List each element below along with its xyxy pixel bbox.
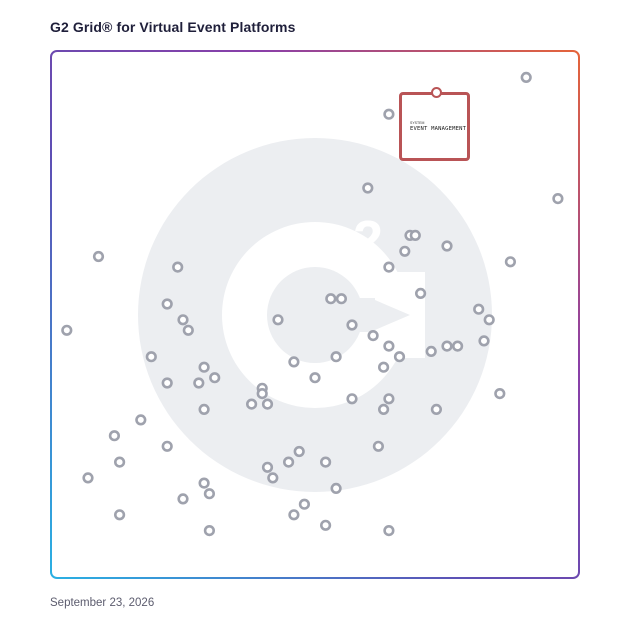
scatter-point[interactable] <box>383 340 395 352</box>
scatter-point[interactable] <box>298 498 311 510</box>
report-date: September 23, 2026 <box>50 597 155 609</box>
scatter-point[interactable] <box>330 482 342 495</box>
scatter-point[interactable] <box>193 377 205 389</box>
scatter-point[interactable] <box>473 303 485 315</box>
scatter-point[interactable] <box>415 287 427 300</box>
scatter-point[interactable] <box>161 377 173 389</box>
scatter-point[interactable] <box>330 351 342 363</box>
scatter-point[interactable] <box>346 319 358 331</box>
scatter-point[interactable] <box>425 345 437 358</box>
scatter-point[interactable] <box>203 488 215 500</box>
scatter-point[interactable] <box>383 393 395 405</box>
scatter-point[interactable] <box>309 372 321 384</box>
scatter-point[interactable] <box>198 361 210 373</box>
scatter-point[interactable] <box>145 351 157 363</box>
scatter-point[interactable] <box>378 361 390 373</box>
scatter-point[interactable] <box>520 71 532 83</box>
scatter-point[interactable] <box>335 293 348 305</box>
scatter-point[interactable] <box>367 330 379 342</box>
scatter-point[interactable] <box>430 403 443 416</box>
scatter-point[interactable] <box>362 182 374 194</box>
scatter-point[interactable] <box>346 393 358 405</box>
scatter-point[interactable] <box>399 245 411 257</box>
scatter-point[interactable] <box>383 261 395 273</box>
scatter-point[interactable] <box>409 229 421 241</box>
highlight-product-name: EVENT MANAGEMENT <box>410 126 467 132</box>
scatter-point[interactable] <box>209 372 221 384</box>
scatter-point[interactable] <box>283 456 295 468</box>
scatter-point[interactable] <box>320 519 332 531</box>
scatter-point[interactable] <box>261 461 274 473</box>
scatter-point[interactable] <box>372 440 385 452</box>
scatter-point[interactable] <box>272 314 284 326</box>
scatter-points <box>61 71 564 537</box>
scatter-point[interactable] <box>320 456 332 468</box>
scatter-point[interactable] <box>182 324 194 336</box>
scatter-point[interactable] <box>483 314 495 326</box>
scatter-point[interactable] <box>267 472 279 484</box>
highlighted-product-card[interactable]: SYSTEM EVENT MANAGEMENT <box>399 87 470 161</box>
scatter-point[interactable] <box>203 524 215 537</box>
scatter-point[interactable] <box>177 493 189 505</box>
scatter-point[interactable] <box>288 356 300 368</box>
scatter-point[interactable] <box>293 445 305 458</box>
scatter-point[interactable] <box>261 398 274 410</box>
scatter-point[interactable] <box>393 351 406 363</box>
scatter-point[interactable] <box>172 261 184 273</box>
scatter-point[interactable] <box>113 509 126 521</box>
scatter-point[interactable] <box>246 398 258 410</box>
highlight-pin <box>431 87 442 98</box>
scatter-point[interactable] <box>441 340 453 352</box>
scatter-point[interactable] <box>61 324 73 336</box>
scatter-point[interactable] <box>441 240 453 252</box>
svg-text:2: 2 <box>353 210 383 270</box>
scatter-point[interactable] <box>161 440 173 452</box>
scatter-point[interactable] <box>161 298 173 310</box>
scatter-point[interactable] <box>108 430 120 442</box>
scatter-point[interactable] <box>92 250 105 263</box>
highlight-brand-label: SYSTEM <box>410 121 425 125</box>
scatter-point[interactable] <box>288 509 300 521</box>
scatter-point[interactable] <box>494 388 506 400</box>
scatter-point[interactable] <box>177 314 189 326</box>
scatter-point[interactable] <box>82 472 94 484</box>
scatter-point[interactable] <box>135 414 147 426</box>
scatter-point[interactable] <box>113 456 126 468</box>
scatter-point[interactable] <box>383 108 395 120</box>
scatter-point[interactable] <box>552 193 564 205</box>
page-title: G2 Grid® for Virtual Event Platforms <box>50 19 296 35</box>
scatter-point[interactable] <box>504 256 517 268</box>
scatter-point[interactable] <box>478 335 490 347</box>
scatter-point[interactable] <box>383 524 395 537</box>
scatter-point[interactable] <box>198 403 210 416</box>
scatter-point[interactable] <box>378 403 390 416</box>
scatter-point[interactable] <box>256 388 268 400</box>
scatter-point[interactable] <box>452 340 464 352</box>
scatter-point[interactable] <box>198 477 210 489</box>
scatter-point[interactable] <box>325 293 337 305</box>
